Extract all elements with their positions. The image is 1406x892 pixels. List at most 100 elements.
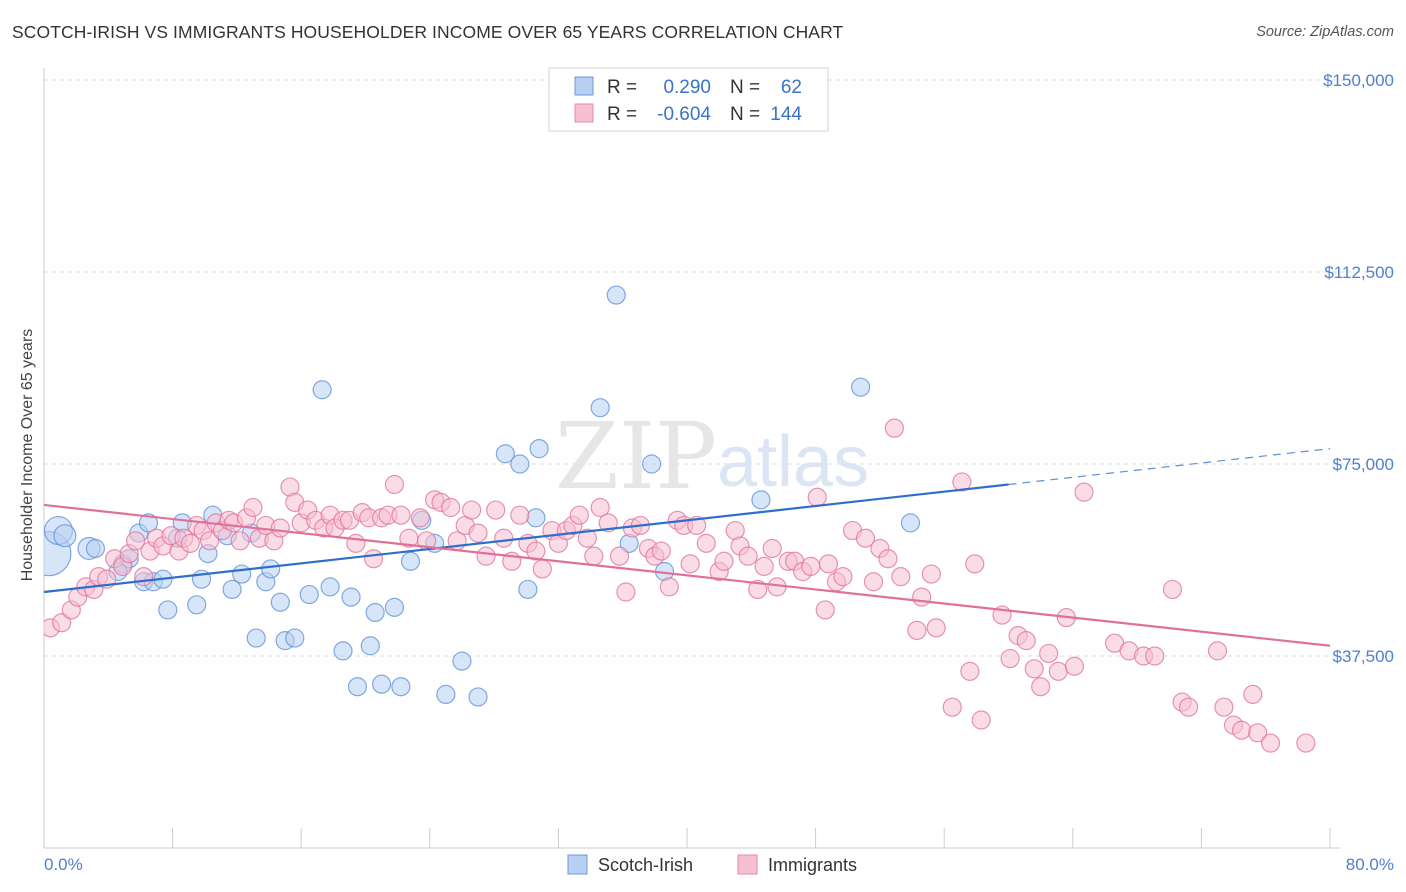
point-immigrants-64 bbox=[494, 528, 514, 548]
data-points bbox=[44, 285, 1316, 753]
point-immigrants-127 bbox=[1000, 648, 1020, 669]
point-immigrants-129 bbox=[1016, 631, 1036, 651]
trend-lines bbox=[43, 448, 1331, 647]
legend-n-value-1: 62 bbox=[781, 77, 802, 98]
series-legend-swatch-immigrants bbox=[737, 854, 758, 875]
y-tick-labels: $150,000 $112,500 $75,000 $37,500 bbox=[1323, 71, 1394, 666]
point-immigrants-90 bbox=[687, 515, 707, 536]
point-immigrants-97 bbox=[748, 579, 768, 600]
point-immigrants-149 bbox=[1248, 723, 1268, 743]
point-scotch-irish-34 bbox=[341, 587, 361, 607]
point-immigrants-44 bbox=[346, 533, 366, 553]
point-immigrants-109 bbox=[833, 567, 853, 587]
point-immigrants-111 bbox=[855, 528, 876, 548]
point-scotch-irish-31 bbox=[312, 380, 332, 400]
point-scotch-irish-41 bbox=[400, 551, 421, 571]
point-immigrants-117 bbox=[907, 620, 927, 641]
point-immigrants-119 bbox=[921, 564, 941, 584]
point-scotch-irish-57 bbox=[751, 490, 771, 510]
point-immigrants-104 bbox=[801, 556, 821, 577]
point-scotch-irish-24 bbox=[246, 628, 266, 648]
trend-extension-scotch-irish bbox=[1008, 448, 1331, 486]
point-immigrants-79 bbox=[609, 546, 630, 566]
point-scotch-irish-30 bbox=[299, 584, 319, 605]
x-tick-max: 80.0% bbox=[1346, 855, 1394, 874]
point-immigrants-22 bbox=[199, 531, 220, 551]
point-scotch-irish-35 bbox=[347, 677, 368, 697]
point-immigrants-57 bbox=[441, 497, 461, 518]
point-immigrants-135 bbox=[1064, 656, 1085, 676]
point-immigrants-80 bbox=[616, 582, 636, 602]
watermark-atlas: atlas bbox=[717, 422, 869, 502]
point-immigrants-140 bbox=[1145, 646, 1165, 666]
point-immigrants-141 bbox=[1162, 579, 1183, 600]
point-immigrants-132 bbox=[1039, 643, 1059, 664]
point-immigrants-96 bbox=[738, 546, 758, 566]
point-immigrants-118 bbox=[912, 587, 932, 607]
point-immigrants-147 bbox=[1231, 720, 1252, 740]
point-scotch-irish-21 bbox=[222, 579, 242, 600]
legend-swatch-scotch-irish bbox=[574, 76, 594, 96]
legend-n-label-2: N = bbox=[730, 104, 760, 125]
point-immigrants-77 bbox=[590, 497, 610, 518]
point-immigrants-75 bbox=[577, 528, 597, 548]
point-immigrants-106 bbox=[815, 600, 835, 620]
point-scotch-irish-33 bbox=[333, 641, 353, 661]
point-scotch-irish-32 bbox=[320, 577, 340, 597]
point-immigrants-50 bbox=[384, 474, 405, 495]
point-immigrants-89 bbox=[680, 554, 700, 574]
point-immigrants-150 bbox=[1260, 733, 1281, 753]
point-immigrants-131 bbox=[1031, 677, 1051, 697]
point-immigrants-53 bbox=[410, 508, 430, 528]
point-scotch-irish-29 bbox=[285, 628, 305, 648]
point-scotch-irish-2 bbox=[53, 524, 77, 548]
stats-legend: R = 0.290 N = 62 R = -0.604 N = 144 bbox=[548, 67, 829, 132]
point-scotch-irish-53 bbox=[606, 285, 626, 305]
point-immigrants-93 bbox=[714, 551, 734, 571]
point-scotch-irish-36 bbox=[360, 636, 380, 656]
point-immigrants-69 bbox=[532, 559, 552, 579]
point-immigrants-29 bbox=[243, 497, 263, 518]
point-immigrants-68 bbox=[526, 541, 546, 561]
point-scotch-irish-39 bbox=[384, 597, 405, 617]
point-scotch-irish-37 bbox=[365, 602, 385, 623]
point-immigrants-99 bbox=[762, 538, 782, 559]
point-immigrants-76 bbox=[584, 546, 604, 566]
legend-n-label-1: N = bbox=[730, 77, 760, 98]
legend-n-value-2: 144 bbox=[770, 104, 802, 125]
point-immigrants-12 bbox=[134, 567, 154, 587]
point-scotch-irish-38 bbox=[371, 674, 392, 694]
point-scotch-irish-45 bbox=[452, 651, 472, 671]
y-tick-label-3: $37,500 bbox=[1333, 647, 1394, 666]
point-immigrants-105 bbox=[807, 487, 827, 507]
point-immigrants-74 bbox=[569, 505, 589, 525]
chart-title: SCOTCH-IRISH VS IMMIGRANTS HOUSEHOLDER I… bbox=[12, 22, 844, 42]
point-scotch-irish-27 bbox=[270, 592, 290, 612]
point-immigrants-27 bbox=[230, 531, 250, 551]
point-immigrants-121 bbox=[942, 697, 962, 717]
legend-r-value-2: -0.604 bbox=[657, 104, 711, 125]
point-immigrants-125 bbox=[971, 710, 991, 730]
point-scotch-irish-44 bbox=[436, 684, 456, 705]
point-immigrants-85 bbox=[651, 541, 671, 561]
point-scotch-irish-52 bbox=[590, 398, 610, 418]
point-immigrants-61 bbox=[468, 523, 488, 543]
point-immigrants-130 bbox=[1024, 659, 1044, 679]
point-immigrants-112 bbox=[863, 572, 884, 592]
point-scotch-irish-59 bbox=[900, 513, 921, 533]
point-immigrants-66 bbox=[510, 505, 530, 525]
series-legend-label-scotch-irish: Scotch-Irish bbox=[598, 855, 693, 875]
point-immigrants-62 bbox=[476, 546, 496, 566]
point-immigrants-60 bbox=[461, 500, 482, 520]
point-immigrants-114 bbox=[878, 549, 898, 569]
point-immigrants-33 bbox=[270, 518, 290, 538]
point-scotch-irish-10 bbox=[138, 513, 159, 533]
trend-line-immigrants bbox=[43, 503, 1331, 647]
legend-box bbox=[548, 67, 829, 132]
point-scotch-irish-47 bbox=[495, 444, 515, 464]
point-scotch-irish-51 bbox=[529, 439, 549, 459]
point-immigrants-144 bbox=[1207, 641, 1228, 661]
point-scotch-irish-49 bbox=[518, 579, 538, 600]
point-immigrants-51 bbox=[391, 505, 411, 525]
